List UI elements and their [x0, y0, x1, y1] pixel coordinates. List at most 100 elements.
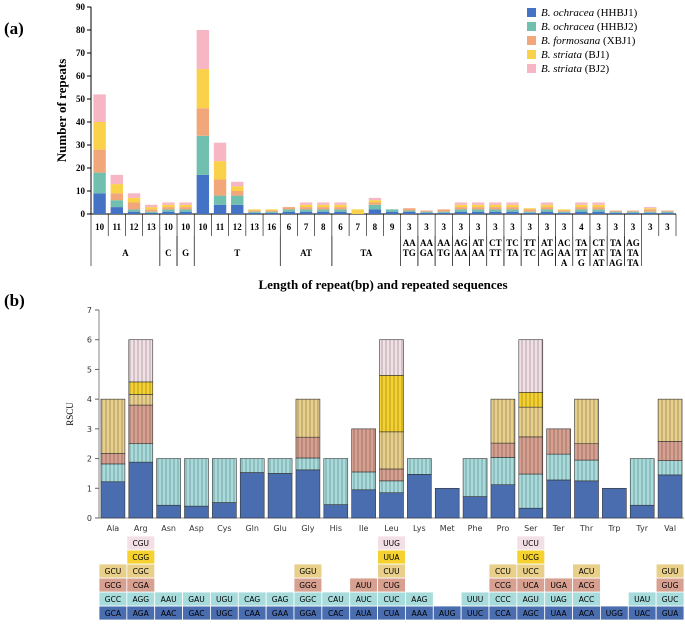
legend-species-name: B. striata — [541, 63, 582, 75]
legend-accession: (BJ1) — [582, 49, 610, 61]
rscu-bar-stripe — [128, 381, 153, 395]
legend-species-name: B. striata — [541, 49, 582, 61]
rscu-bar-stripe — [128, 405, 153, 444]
codon-label: AUA — [356, 609, 373, 618]
codon-label: CCC — [495, 595, 511, 604]
y-tick-label: 40 — [76, 117, 86, 127]
group-label: AG — [626, 238, 640, 248]
repeat-bar-segment — [506, 207, 519, 210]
repeat-bar-segment — [179, 209, 192, 212]
group-label: GA — [420, 248, 434, 258]
length-tick-label: 3 — [614, 222, 619, 232]
rscu-bar-stripe — [212, 458, 237, 503]
length-tick-label: 7 — [355, 222, 360, 232]
repeat-bar-segment — [523, 211, 536, 213]
group-label: AT — [541, 238, 553, 248]
codon-label: CAC — [328, 609, 343, 618]
length-tick-label: 12 — [130, 222, 140, 232]
repeat-bar-segment — [145, 204, 158, 208]
length-tick-label: 3 — [407, 222, 412, 232]
rscu-bar-segment — [295, 469, 321, 519]
y-tick-label: 20 — [76, 163, 86, 173]
legend-swatch — [527, 36, 536, 45]
repeat-bar-segment — [454, 204, 468, 208]
length-tick-label: 10 — [198, 222, 208, 232]
group-label: TT — [524, 238, 536, 248]
repeat-bar-segment — [540, 204, 554, 208]
codon-label: GGC — [299, 595, 316, 604]
group-label: AA — [437, 238, 450, 248]
repeat-bar-segment — [368, 197, 382, 201]
codon-label: AUC — [356, 595, 372, 604]
amino-acid-label: Ala — [107, 524, 120, 533]
codon-box — [377, 535, 406, 551]
codon-label: ACG — [578, 581, 594, 590]
rscu-bar-stripe — [518, 474, 543, 509]
codon-label: UUU — [467, 595, 483, 604]
codon-label: GAA — [272, 609, 289, 618]
repeat-bar-segment — [523, 212, 536, 214]
group-label: TT — [575, 248, 587, 258]
group-label: CT — [592, 238, 605, 248]
codon-label: ACC — [579, 595, 594, 604]
repeat-bar-segment — [385, 211, 399, 214]
y-axis-label: Number of repeats — [54, 59, 69, 163]
rscu-bar-stripe — [546, 428, 571, 455]
y-tick-label: 10 — [76, 186, 86, 196]
group-label: TG — [437, 248, 450, 258]
repeat-bar-segment — [643, 207, 657, 209]
repeat-bar-segment — [557, 211, 571, 213]
group-label: TT — [489, 248, 501, 258]
codon-label: GUU — [662, 567, 679, 576]
codon-label: GUA — [662, 609, 679, 618]
repeat-bar-segment — [196, 135, 210, 175]
repeat-bar-segment — [385, 209, 399, 212]
repeat-bar-segment — [179, 207, 192, 210]
rscu-bar-segment — [518, 507, 544, 519]
length-tick-label: 3 — [424, 222, 429, 232]
codon-label: GCG — [104, 581, 121, 590]
legend-swatch — [527, 8, 536, 17]
legend-swatch — [527, 22, 536, 31]
codon-label: UCU — [523, 539, 539, 548]
length-tick-label: 13 — [250, 222, 260, 232]
group-label: T — [234, 248, 240, 258]
repeat-bar-segment — [471, 209, 485, 212]
y-tick-label: 50 — [76, 94, 86, 104]
group-label: TC — [523, 248, 536, 258]
rscu-bar-stripe — [128, 443, 153, 463]
repeat-bar-segment — [317, 211, 330, 214]
rscu-bar-stripe — [407, 458, 432, 475]
repeat-bar-segment — [299, 209, 313, 212]
codon-label: GUC — [662, 595, 679, 604]
codon-label: CCA — [495, 609, 511, 618]
rscu-bar-segment — [379, 492, 404, 519]
repeat-bar-segment — [334, 202, 347, 205]
repeat-bar-segment — [575, 207, 588, 210]
repeat-bar-segment — [317, 202, 330, 205]
codon-label: CCG — [495, 581, 511, 590]
repeat-bar-segment — [592, 204, 605, 208]
repeat-bar-segment — [506, 202, 519, 205]
repeat-bar-segment — [454, 211, 468, 214]
length-tick-label: 13 — [147, 222, 157, 232]
panel-b-rscu-chart: (b) 0 1 2 3 4 5 6 7 RSCU Ala GCA GCC GCG GCU Arg AGA AGG C… — [4, 291, 685, 621]
repeat-bar-segment — [145, 209, 158, 212]
repeat-bar-segment — [162, 207, 175, 210]
group-label: AA — [420, 238, 433, 248]
repeat-bar-segment — [213, 179, 227, 196]
rscu-bar-stripe — [100, 453, 125, 464]
rscu-bar-stripe — [351, 428, 376, 472]
amino-acid-label: Phe — [468, 524, 483, 533]
group-label: AT — [593, 258, 605, 268]
codon-label: GGA — [300, 609, 318, 618]
repeat-bar-segment — [282, 211, 296, 214]
group-label: AG — [609, 258, 623, 268]
repeat-bar-segment — [93, 193, 106, 214]
length-tick-label: 11 — [216, 222, 225, 232]
repeat-bar-segment — [248, 210, 261, 212]
rscu-bar-segment — [100, 481, 126, 519]
group-label: AT — [300, 248, 312, 258]
legend-accession: (HHBJ1) — [594, 7, 637, 19]
